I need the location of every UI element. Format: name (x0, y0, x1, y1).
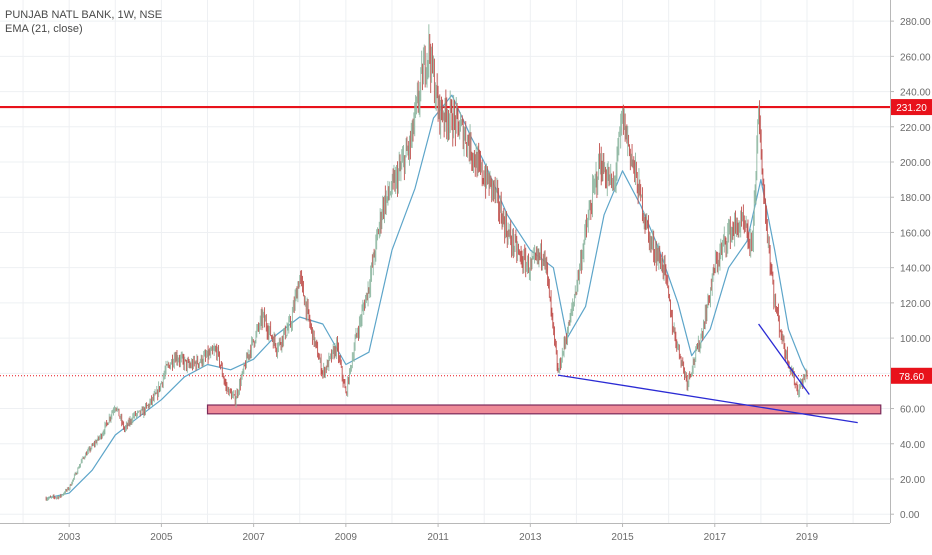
chart-legend: PUNJAB NATL BANK, 1W, NSE EMA (21, close… (5, 8, 162, 36)
x-tick-label: 2015 (611, 532, 634, 543)
x-tick-label: 2011 (427, 532, 449, 543)
y-tick-label: 280.00 (900, 17, 931, 28)
y-tick-label: 100.00 (900, 334, 931, 345)
last-price-badge-label: 78.60 (899, 372, 924, 383)
x-tick-label: 2013 (519, 532, 542, 543)
y-tick-label: 200.00 (900, 158, 931, 169)
x-tick-label: 2005 (150, 532, 173, 543)
indicator-label[interactable]: EMA (21, close) (5, 23, 83, 35)
trendline-lower (557, 374, 858, 424)
x-tick-label: 2019 (796, 532, 819, 543)
symbol-title[interactable]: PUNJAB NATL BANK, 1W, NSE (5, 9, 163, 21)
y-tick-label: 240.00 (900, 88, 931, 99)
last-price-badge-bg (891, 367, 932, 384)
x-tick-label: 2017 (704, 532, 727, 543)
y-tick-label: 260.00 (900, 52, 931, 63)
time-axis[interactable]: 2003 2005 2007 2009 2011 2013 2015 2017 2019 (58, 523, 819, 543)
price-axis[interactable]: 0.0020.0040.0060.0080.00100.00120.00140.… (890, 17, 931, 521)
y-tick-label: 160.00 (900, 228, 931, 239)
x-tick-label: 2009 (335, 532, 358, 543)
y-tick-label: 120.00 (900, 299, 931, 310)
y-tick-label: 60.00 (900, 405, 925, 416)
annotation-layer (557, 323, 858, 424)
support-zone (206, 404, 882, 415)
y-tick-label: 40.00 (900, 440, 925, 451)
y-tick-label: 0.00 (900, 510, 920, 521)
y-tick-label: 180.00 (900, 193, 931, 204)
y-tick-label: 20.00 (900, 475, 925, 486)
trendline-down (758, 323, 810, 395)
resistance-price-badge-bg (891, 99, 932, 116)
x-tick-label: 2007 (243, 532, 266, 543)
grid (0, 0, 890, 523)
x-tick-label: 2003 (58, 532, 81, 543)
resistance-price-badge-label: 231.20 (896, 103, 927, 114)
price-badges: 231.20 78.60 (891, 99, 932, 384)
y-tick-label: 220.00 (900, 123, 931, 134)
y-tick-label: 140.00 (900, 264, 931, 275)
price-layer (45, 24, 808, 502)
